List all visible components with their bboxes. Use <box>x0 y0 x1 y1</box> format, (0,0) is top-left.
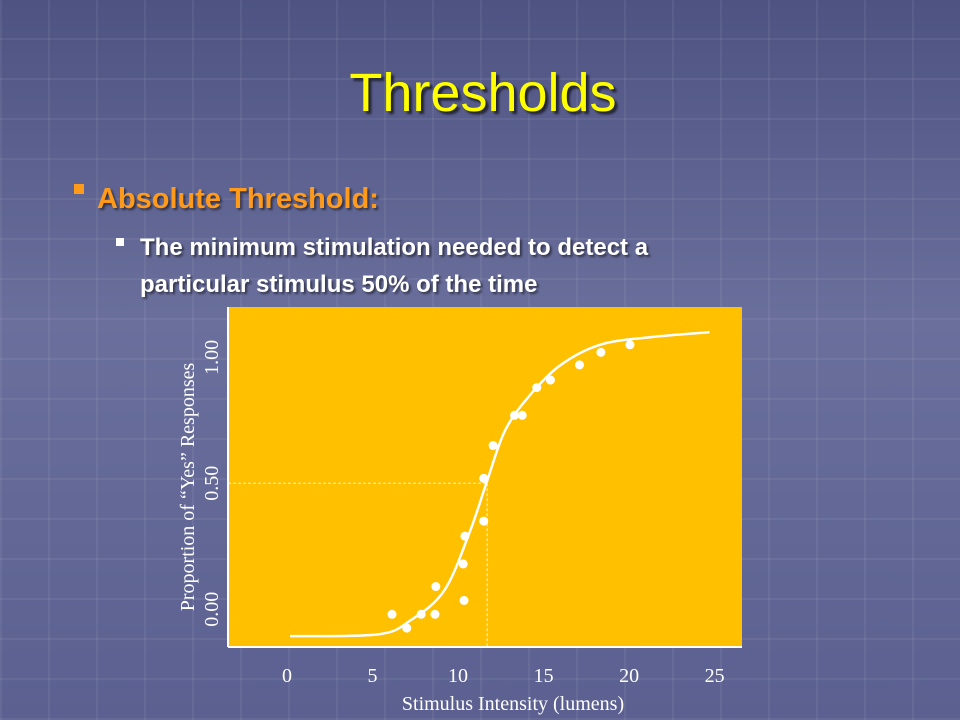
data-point <box>459 595 469 605</box>
data-point <box>387 609 397 619</box>
data-point <box>431 582 441 592</box>
sub-bullet: The minimum stimulation needed to detect… <box>140 234 649 261</box>
data-point <box>479 516 489 526</box>
y-tick-label: 0.50 <box>201 466 223 501</box>
data-point <box>416 609 426 619</box>
bullet-marker <box>74 184 84 194</box>
x-tick-label: 20 <box>619 665 639 687</box>
y-axis-title: Proportion of “Yes” Responses <box>177 363 199 612</box>
data-point <box>402 623 412 633</box>
bullet: Absolute Threshold: <box>97 183 379 215</box>
data-point <box>479 473 489 483</box>
x-axis-title: Stimulus Intensity (lumens) <box>402 693 624 715</box>
chart: 0 5 10 15 20 25 0.00 0.50 1.00 Stimulus Intensity… <box>177 307 742 715</box>
data-point <box>460 531 470 541</box>
data-point <box>532 383 542 393</box>
data-point <box>625 340 635 350</box>
data-point <box>430 609 440 619</box>
data-point <box>458 559 468 569</box>
sub-bullet: particular stimulus 50% of the time <box>140 271 537 298</box>
x-tick-label: 0 <box>282 665 292 687</box>
data-point <box>545 375 555 385</box>
data-point <box>488 441 498 451</box>
data-point <box>517 410 527 420</box>
slide-title: Thresholds <box>349 63 616 123</box>
data-point <box>596 347 606 357</box>
data-point <box>575 360 585 370</box>
x-tick-label: 5 <box>368 665 378 687</box>
x-tick-label: 10 <box>448 665 468 687</box>
y-tick-label: 1.00 <box>201 340 223 375</box>
x-tick-label: 15 <box>534 665 554 687</box>
sub-bullet-marker <box>116 238 124 246</box>
x-tick-label: 25 <box>705 665 725 687</box>
data-point <box>510 410 520 420</box>
fit-curve <box>290 330 710 638</box>
y-tick-label: 0.00 <box>201 592 223 627</box>
